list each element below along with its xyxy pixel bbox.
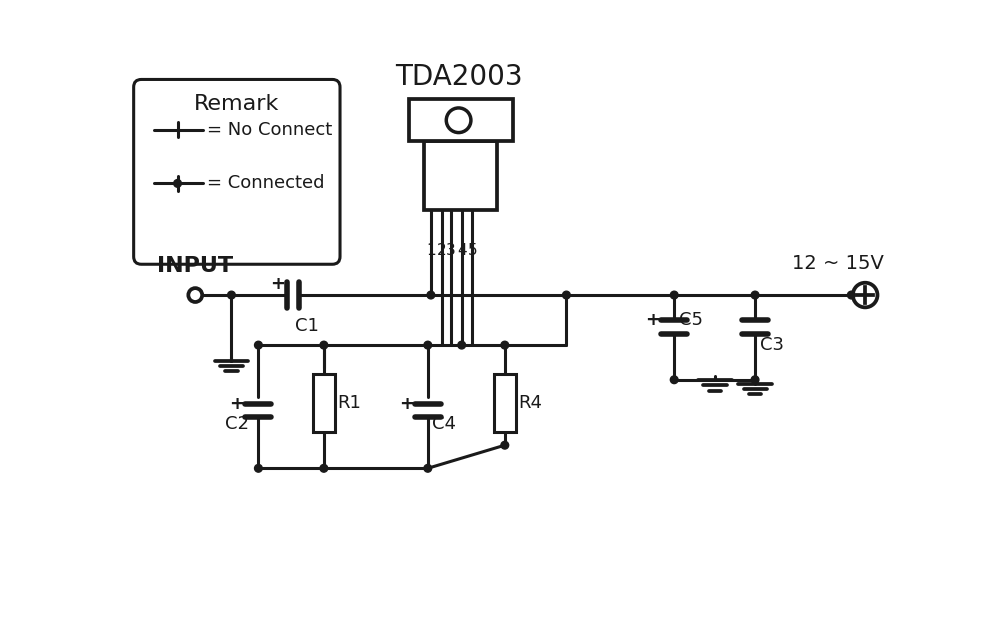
Circle shape [255, 341, 262, 349]
Circle shape [427, 291, 435, 299]
Circle shape [174, 180, 181, 187]
Text: 1: 1 [426, 243, 436, 258]
Circle shape [751, 291, 759, 299]
Circle shape [501, 442, 509, 449]
Circle shape [670, 291, 678, 299]
Text: 12 ~ 15V: 12 ~ 15V [792, 255, 883, 273]
Circle shape [320, 464, 328, 472]
Circle shape [320, 341, 328, 349]
Text: R1: R1 [338, 394, 362, 412]
Circle shape [424, 341, 432, 349]
Text: INPUT: INPUT [157, 256, 233, 276]
Bar [494, 374, 516, 432]
Text: Remark: Remark [194, 94, 280, 114]
FancyBboxPatch shape [134, 79, 340, 264]
Circle shape [751, 376, 759, 384]
Circle shape [424, 464, 432, 472]
Text: 3: 3 [446, 243, 456, 258]
Text: C1: C1 [295, 317, 319, 335]
Circle shape [563, 291, 570, 299]
Text: C2: C2 [225, 415, 249, 433]
Text: TDA2003: TDA2003 [395, 63, 522, 91]
Circle shape [228, 291, 235, 299]
Text: 5: 5 [468, 243, 477, 258]
Text: R4: R4 [519, 394, 543, 412]
Text: +: + [645, 311, 660, 329]
Text: C4: C4 [432, 415, 456, 433]
Circle shape [847, 291, 855, 299]
Circle shape [670, 376, 678, 384]
Bar [424, 141, 497, 210]
Text: C3: C3 [760, 336, 784, 354]
Text: = No Connect: = No Connect [207, 120, 332, 139]
Circle shape [446, 108, 471, 132]
Bar [409, 99, 512, 141]
Text: C5: C5 [679, 311, 703, 329]
Circle shape [255, 464, 262, 472]
Bar [313, 374, 335, 432]
Text: 2: 2 [437, 243, 446, 258]
Text: +: + [399, 394, 414, 413]
Text: +: + [229, 394, 244, 413]
Text: +: + [270, 275, 285, 294]
Circle shape [458, 341, 466, 349]
Circle shape [501, 341, 509, 349]
Text: 4: 4 [457, 243, 466, 258]
Text: = Connected: = Connected [207, 175, 324, 192]
